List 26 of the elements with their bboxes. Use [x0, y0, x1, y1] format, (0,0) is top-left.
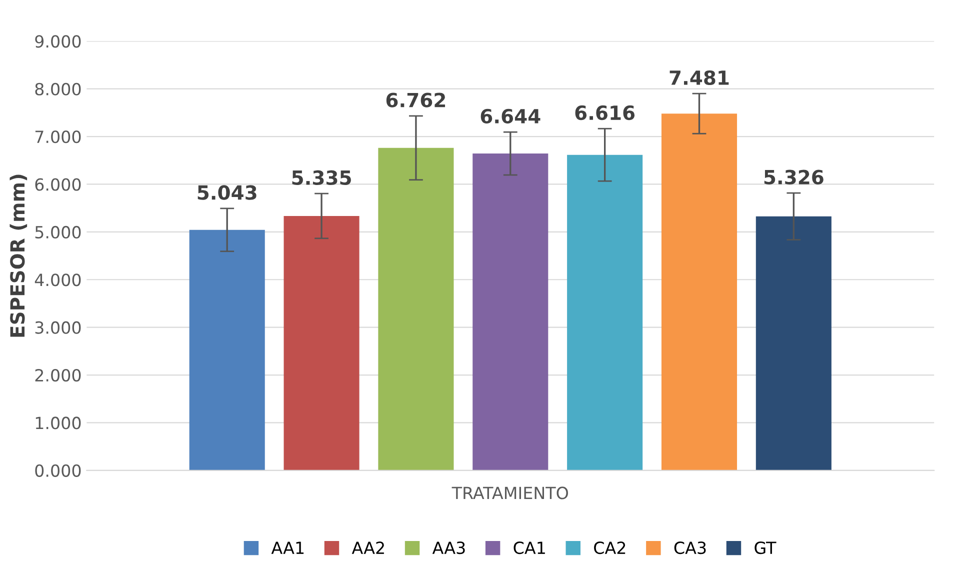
- legend-label: AA2: [352, 541, 384, 554]
- y-tick-label: 8.000: [35, 82, 81, 96]
- data-label: 5.335: [292, 170, 351, 186]
- y-tick-label: 1.000: [36, 416, 81, 430]
- data-label: 6.762: [386, 92, 446, 108]
- legend-label: AA1: [271, 542, 304, 554]
- y-tick-label: 4.000: [34, 274, 81, 286]
- y-tick-label: 0.000: [35, 464, 81, 477]
- x-axis-title: TRATAMIENTO: [452, 486, 568, 500]
- y-tick-label: 5.000: [35, 226, 81, 238]
- y-tick-label: 2.000: [35, 368, 81, 382]
- legend-label: AA3: [432, 541, 465, 554]
- data-label: 6.644: [480, 108, 540, 124]
- data-label: 7.481: [670, 70, 729, 86]
- y-tick-label: 3.000: [35, 321, 81, 334]
- data-label: 5.043: [198, 185, 256, 200]
- y-tick-label: 7.000: [35, 130, 81, 144]
- legend-label: GT: [754, 541, 776, 554]
- data-label: 6.616: [575, 105, 635, 120]
- y-tick-label: 9.000: [35, 35, 81, 48]
- y-axis-title: ESPESOR (mm): [10, 174, 28, 337]
- y-tick-label: 6.000: [35, 178, 81, 191]
- legend-label: CA3: [674, 541, 706, 554]
- data-label: 5.326: [764, 170, 824, 184]
- legend-label: CA2: [594, 541, 626, 554]
- legend-label: CA1: [514, 541, 545, 554]
